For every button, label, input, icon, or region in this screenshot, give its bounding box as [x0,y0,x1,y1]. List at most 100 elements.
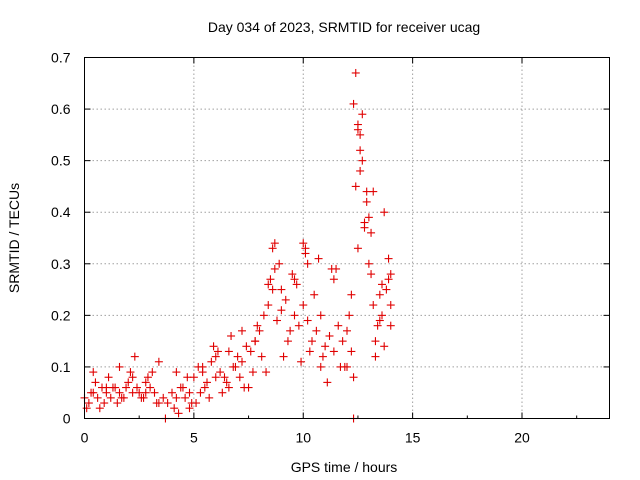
plot-frame [84,57,610,419]
data-point [198,362,207,371]
data-point [255,326,264,335]
data-point [257,352,266,361]
data-point [231,362,240,371]
data-point [143,373,152,382]
data-point [95,404,104,413]
data-point [207,357,216,366]
data-point [364,259,373,268]
data-point [290,311,299,320]
data-point [150,388,159,397]
data-point [154,357,163,366]
y-tick-label: 0.7 [51,50,71,66]
data-point [323,378,332,387]
data-point [242,342,251,351]
data-point [325,331,334,340]
data-point [343,326,351,335]
y-tick-label: 0.1 [51,359,71,375]
data-point [308,337,316,346]
data-point [351,182,360,191]
data-point [345,311,354,320]
data-point [246,347,255,356]
data-point [130,352,139,361]
data-point [238,326,246,335]
data-point [211,352,220,361]
data-point [360,223,369,232]
data-point [170,404,179,413]
data-point [87,388,96,397]
data-point [312,326,321,335]
data-point [283,337,292,346]
data-point [279,352,288,361]
data-point [141,378,150,387]
data-point [89,368,98,377]
data-point [332,264,341,273]
data-point [273,316,281,325]
data-point [277,285,286,294]
data-point [251,337,260,346]
data-point [294,321,303,330]
data-point [172,393,181,402]
axis-ticks: 0 0.1 0.2 0.3 0.4 0.5 0.6 0.7 0 5 10 15 20 [51,50,610,446]
data-point [222,378,231,387]
data-point [351,68,360,77]
data-point [224,383,233,392]
data-point [248,368,257,377]
data-point [305,347,314,356]
data-point [310,290,319,299]
data-point [290,275,299,284]
data-point [205,393,214,402]
data-point [378,311,386,320]
x-tick-label: 5 [190,430,198,446]
data-point [84,399,93,408]
data-point [128,373,137,382]
data-point [371,352,380,361]
y-tick-label: 0.2 [51,307,71,323]
data-point [268,285,277,294]
data-point [378,280,386,289]
data-point [148,368,157,377]
data-point [235,373,244,382]
data-point [299,301,308,310]
data-point [185,388,194,397]
data-point [213,347,222,356]
data-point [369,301,378,310]
data-point [281,295,290,304]
data-point [303,316,312,325]
data-point [152,399,161,408]
data-point [192,399,201,408]
data-point [259,311,268,320]
y-tick-label: 0.5 [51,153,71,169]
data-point [220,373,229,382]
data-point [358,110,367,119]
data-point [224,347,233,356]
data-point [200,383,209,392]
data-point [303,259,312,268]
data-point [203,378,211,387]
data-point [386,301,395,310]
data-point [373,321,382,330]
data-point [338,337,347,346]
data-point [122,383,131,392]
data-point [329,275,338,284]
data-point [382,285,391,294]
data-point [168,388,176,397]
data-point [185,404,194,413]
data-point [318,352,327,361]
data-point [216,368,225,377]
data-point [299,239,308,248]
x-tick-label: 15 [405,430,421,446]
data-point [244,383,253,392]
data-point [126,368,135,377]
data-point [301,249,310,258]
data-point [133,383,141,392]
data-point [367,228,376,237]
data-point [211,373,220,382]
y-tick-label: 0.3 [51,256,71,272]
data-point [356,166,365,175]
y-tick-label: 0.4 [51,204,71,220]
x-axis-label: GPS time / hours [291,459,398,475]
data-point [181,393,190,402]
data-point [384,254,393,263]
data-point [375,290,384,299]
grid [84,57,610,419]
